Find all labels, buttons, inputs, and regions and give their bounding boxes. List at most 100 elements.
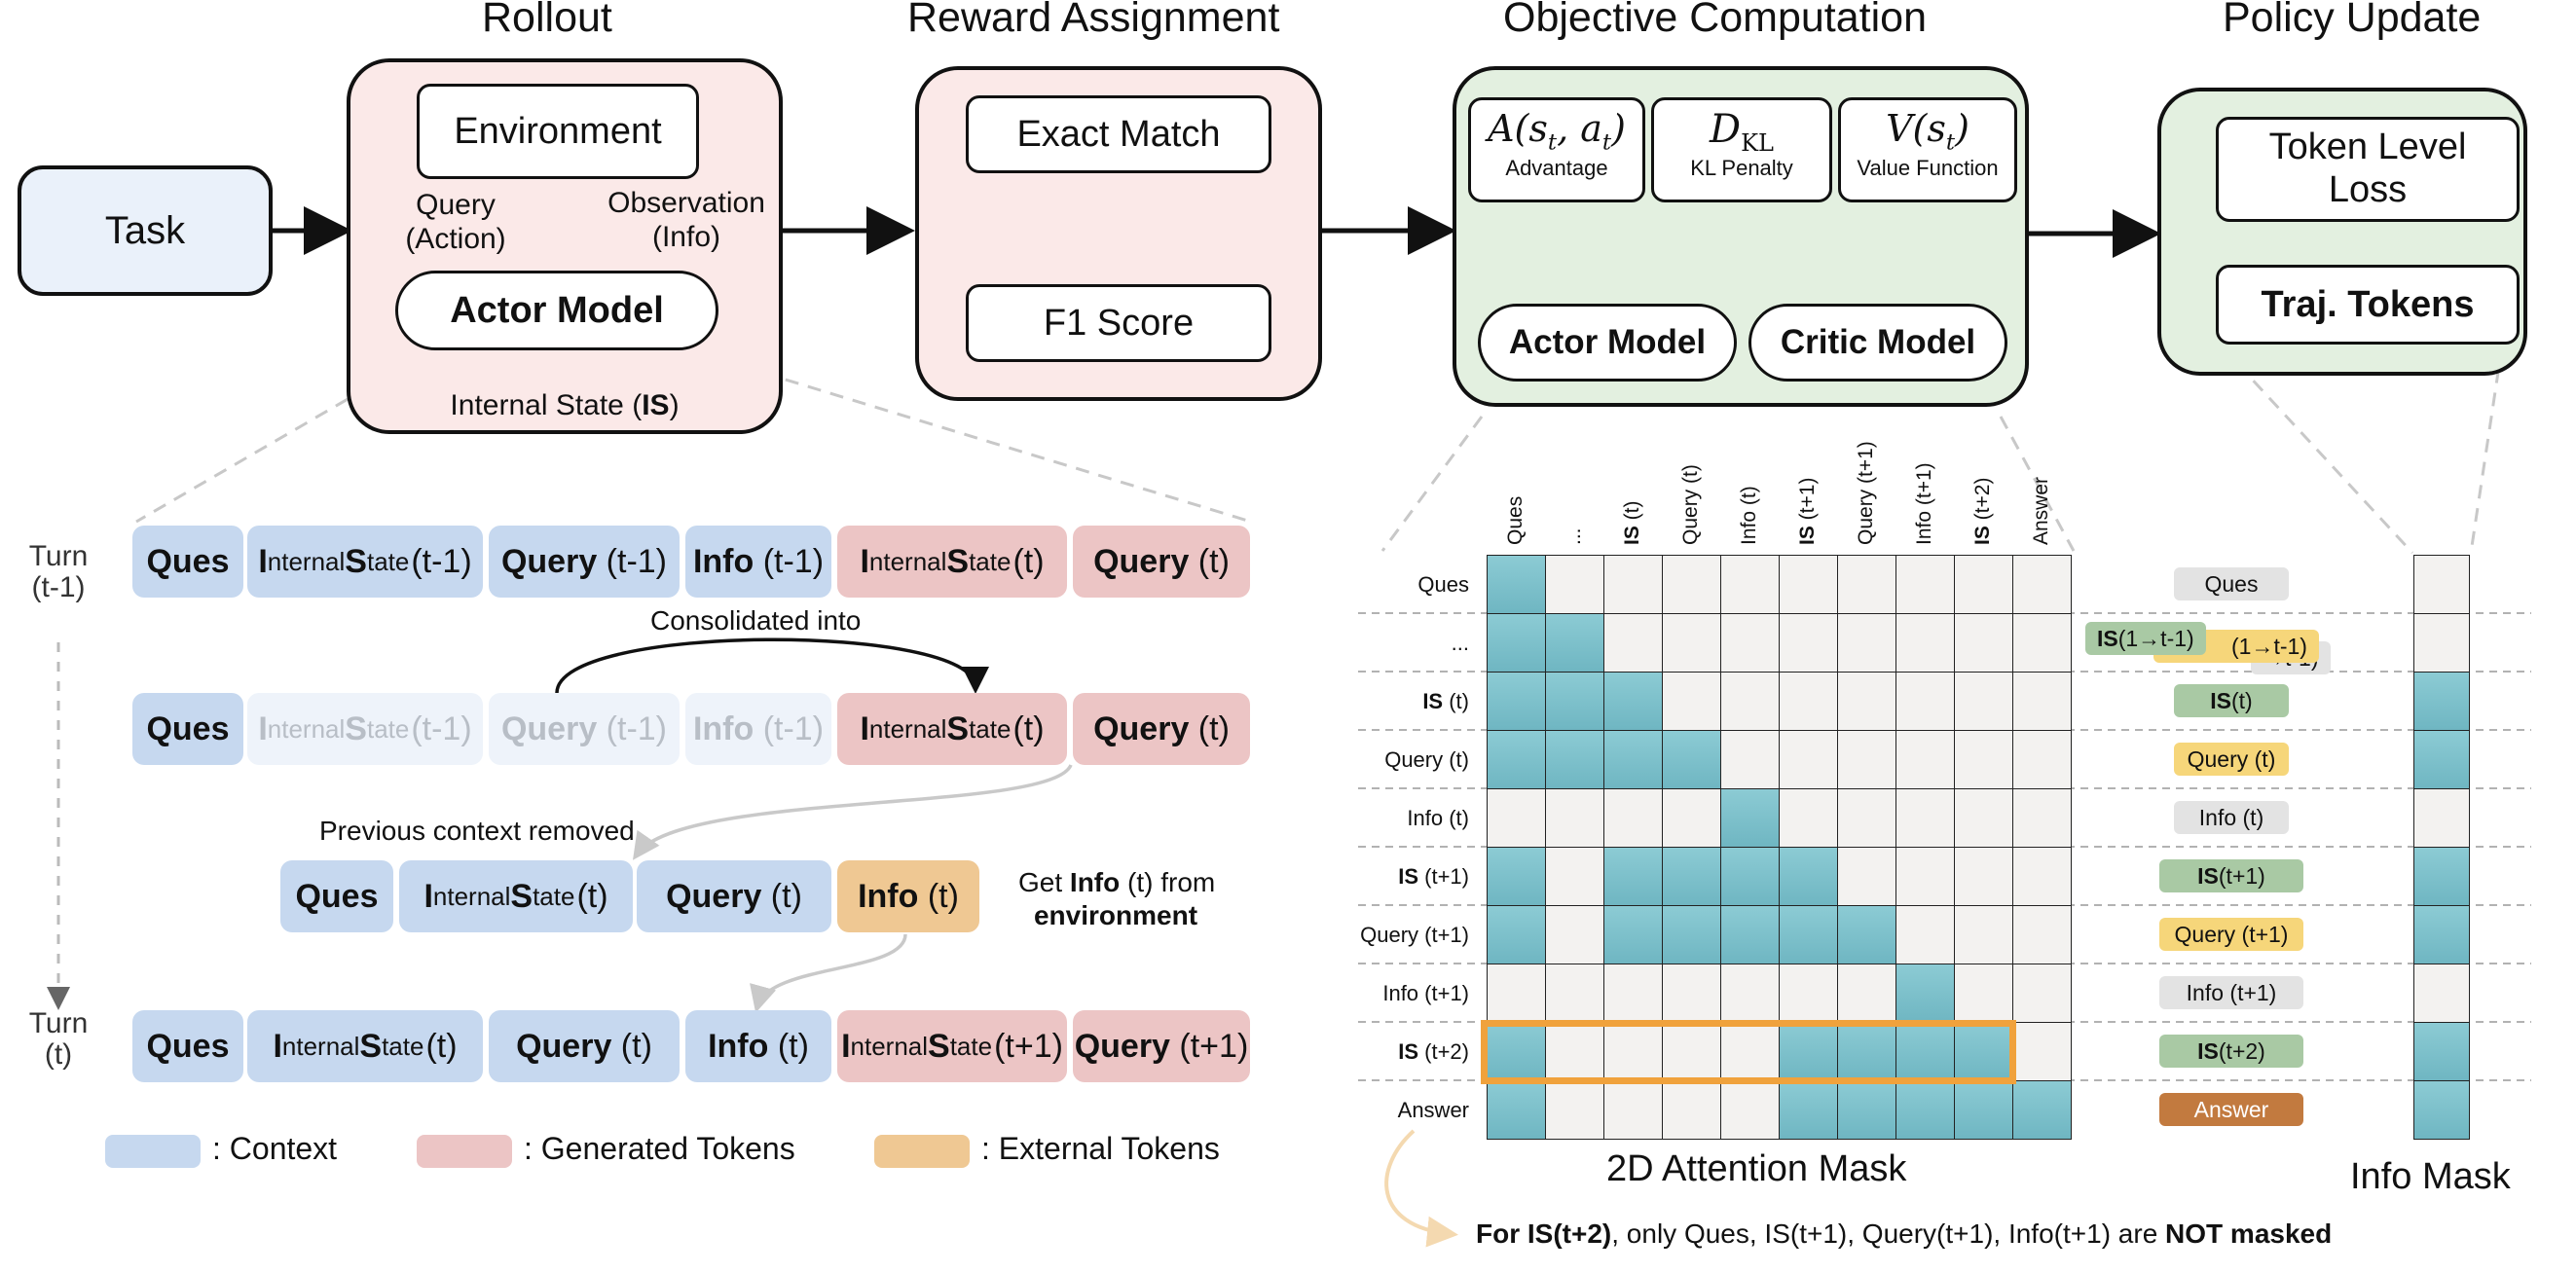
mask-cell-masked [1954,613,2013,673]
mask-cell-masked [1837,788,1896,848]
mask-cell-masked [1954,672,2013,731]
mask-cell-attended [1895,964,1955,1023]
context-removed-note: Previous context removed [319,816,635,846]
ques-text: Ques [146,709,230,747]
mask-side-tag: Info (t+1) [2159,976,2303,1009]
info-mask-cell-off [2413,613,2470,673]
mask-cell-masked [1895,847,1955,906]
internal-state-part: (t+1) [994,1027,1063,1065]
internal-state-part: I [258,542,268,580]
mask-cell-attended [1603,730,1663,789]
mask-side-tag: IS (t+2) [2159,1035,2303,1068]
caption-bold-not-masked: NOT masked [2165,1218,2333,1249]
header-reward: Reward Assignment [907,0,1280,41]
mask-cell-masked [1779,613,1838,673]
internal-state-text: Internal State ( [450,389,643,421]
get-info-env: environment [1033,899,1198,930]
mask-cell-masked [2012,672,2072,731]
row3-token-info: Info (t) [837,860,979,932]
token-name: Query [500,709,598,747]
mask-row-label: Ques [1417,572,1469,597]
mask-cell-masked [1662,555,1721,614]
arrow-caption [1384,1129,1458,1248]
rollout-actor-model: Actor Model [395,271,718,350]
internal-state-part: (t) [576,877,608,915]
mask-cell-masked [1954,964,2013,1023]
internal-state-part: tate [949,1031,993,1061]
ques-text: Ques [146,1027,230,1065]
token-name: Info [692,709,754,747]
f1-score-box: F1 Score [966,284,1271,362]
internal-state-part: tate [533,881,575,911]
arrow-consolidated [555,637,989,694]
arrow-context-removed [632,764,1073,860]
ques-text: Ques [146,542,230,580]
mask-column-label: ... [1563,527,1585,545]
mask-cell-masked [1837,847,1896,906]
token-name: Query [666,877,762,915]
mask-cell-masked [2012,847,2072,906]
mask-cell-masked [1954,905,2013,964]
caption-middle: , only Ques, IS(t+1), Query(t+1), Info(t… [1611,1218,2166,1249]
mask-cell-attended [1779,1080,1838,1140]
mask-cell-masked [1603,1080,1663,1140]
internal-state-part: tate [969,546,1012,576]
row2-token-info: Info (t-1) [685,693,831,765]
mask-cell-masked [1720,613,1780,673]
mask-cell-masked [1720,730,1780,789]
turn-cur-word: Turn [28,1007,89,1039]
loss-label: Loss [2328,169,2408,210]
value-function-box: V(st) Value Function [1838,97,2017,202]
mask-cell-attended [1487,672,1546,731]
internal-state-part: (t) [425,1027,458,1065]
row2-token-ques: Ques [132,693,243,765]
token-index: (t+1) [1169,1027,1249,1065]
mask-cell-masked [1895,672,1955,731]
token-name: Info [708,1027,769,1065]
mask-cell-attended [1662,730,1721,789]
header-policy: Policy Update [2223,0,2482,41]
mask-cell-masked [1954,555,2013,614]
internal-state-part: S [946,542,970,580]
get-info-bold: Info [1069,867,1121,897]
token-level-loss-box: Token Level Loss [2216,117,2520,222]
internal-state-part: tate [366,546,410,576]
row3-token-ques: Ques [280,860,393,932]
mask-cell-masked [1545,905,1604,964]
turn-prev-word: Turn [28,540,89,572]
value-symbol: V(st) [1886,107,1969,156]
token-index: (t) [1189,542,1230,580]
info-mask-cell-off [2413,964,2470,1023]
mask-column-label: IS (t+1) [1796,477,1819,545]
turn-cur-label: Turn (t) [19,1008,97,1070]
mask-row-label: IS (t+2) [1398,1039,1469,1064]
mask-cell-attended [1837,905,1896,964]
row1-token-query: Query (t-1) [489,526,680,598]
caption-bold-is: IS(t+2) [1527,1218,1612,1249]
mask-column-label: Info (t+1) [1913,462,1935,545]
mask-side-tag: Answer [2159,1093,2303,1126]
observation-info-label: Observation (Info) [594,187,779,254]
internal-state-part: S [946,709,970,747]
token-name: Query [1074,1027,1170,1065]
internal-state-part: I [258,709,268,747]
mask-cell-masked [1779,788,1838,848]
token-index: (t-1) [754,709,825,747]
mask-cell-attended [1720,847,1780,906]
arrow-info-next [750,933,907,1013]
info-label: (Info) [651,220,721,253]
mask-title: 2D Attention Mask [1606,1148,1907,1189]
mask-side-tag: IS (t) [2174,684,2289,717]
internal-state-label: Internal State (IS) [399,389,730,423]
row1-token-query: Query (t) [1073,526,1250,598]
mask-cell-masked [1545,788,1604,848]
mask-cell-masked [2012,555,2072,614]
mask-cell-attended [1545,672,1604,731]
caption-prefix: For [1476,1218,1527,1249]
